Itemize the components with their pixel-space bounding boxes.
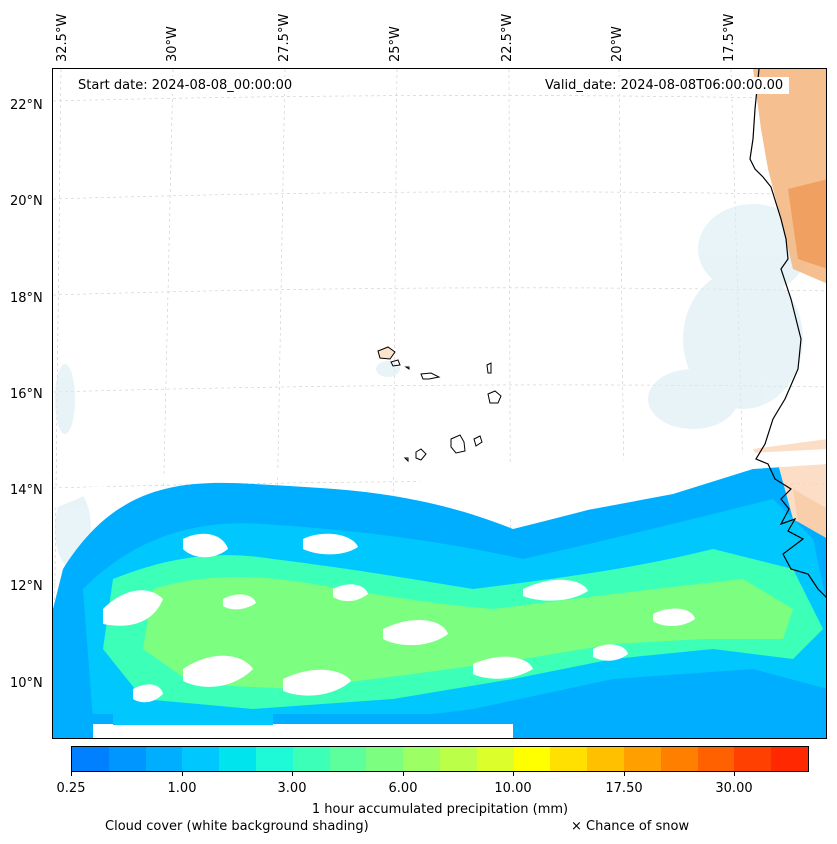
colorbar-segment [255, 747, 293, 771]
valid-date: Valid_date: 2024-08-08T06:00:00.00 [539, 77, 790, 94]
cloud-cover-legend: Cloud cover (white background shading) [105, 819, 369, 834]
lon-label: 25°W [388, 26, 403, 62]
colorbar-segment [145, 747, 183, 771]
colorbar-tick: 30.00 [715, 781, 753, 796]
lon-label: 32.5°W [55, 13, 70, 62]
colorbar-segment [550, 747, 588, 771]
colorbar-tick: 1.00 [167, 781, 197, 796]
colorbar-tick: 6.00 [388, 781, 418, 796]
colorbar-segment [734, 747, 772, 771]
colorbar-segment [292, 747, 330, 771]
colorbar-segment [697, 747, 735, 771]
colorbar-tick: 10.00 [494, 781, 532, 796]
colorbar-segment [439, 747, 477, 771]
colorbar-label: 1 hour accumulated precipitation (mm) [311, 802, 569, 817]
lat-label: 20°N [10, 194, 43, 209]
lat-label: 18°N [10, 291, 43, 306]
lon-label: 22.5°W [500, 13, 515, 62]
colorbar-tick: 0.25 [56, 781, 86, 796]
colorbar-segment [366, 747, 404, 771]
precipitation-band [53, 449, 826, 738]
colorbar-segment [660, 747, 698, 771]
colorbar-segment [771, 747, 808, 771]
map-canvas [53, 69, 826, 738]
colorbar-segment [513, 747, 551, 771]
colorbar-segment [476, 747, 514, 771]
lat-label: 22°N [10, 98, 43, 113]
map-panel[interactable] [52, 68, 827, 739]
start-date: Start date: 2024-08-08_00:00:00 [72, 77, 299, 94]
colorbar-segment [72, 747, 109, 771]
colorbar-tick: 17.50 [605, 781, 643, 796]
lon-label: 17.5°W [722, 13, 737, 62]
african-coastline [749, 69, 826, 598]
lat-label: 16°N [10, 387, 43, 402]
lat-label: 12°N [10, 579, 43, 594]
cape-verde-islands [377, 346, 502, 463]
colorbar-segment [329, 747, 367, 771]
colorbar-segment [403, 747, 440, 771]
lon-label: 20°W [610, 26, 625, 62]
colorbar-segment [623, 747, 661, 771]
precipitation-colorbar [71, 746, 809, 772]
lon-label: 27.5°W [277, 13, 292, 62]
lat-label: 14°N [10, 483, 43, 498]
colorbar-segment [587, 747, 624, 771]
lat-label: 10°N [10, 676, 43, 691]
snow-chance-legend: × Chance of snow [571, 819, 690, 834]
colorbar-segment [108, 747, 146, 771]
colorbar-tick: 3.00 [277, 781, 307, 796]
colorbar-segment [182, 747, 220, 771]
colorbar-segment [219, 747, 256, 771]
lon-label: 30°W [165, 26, 180, 62]
